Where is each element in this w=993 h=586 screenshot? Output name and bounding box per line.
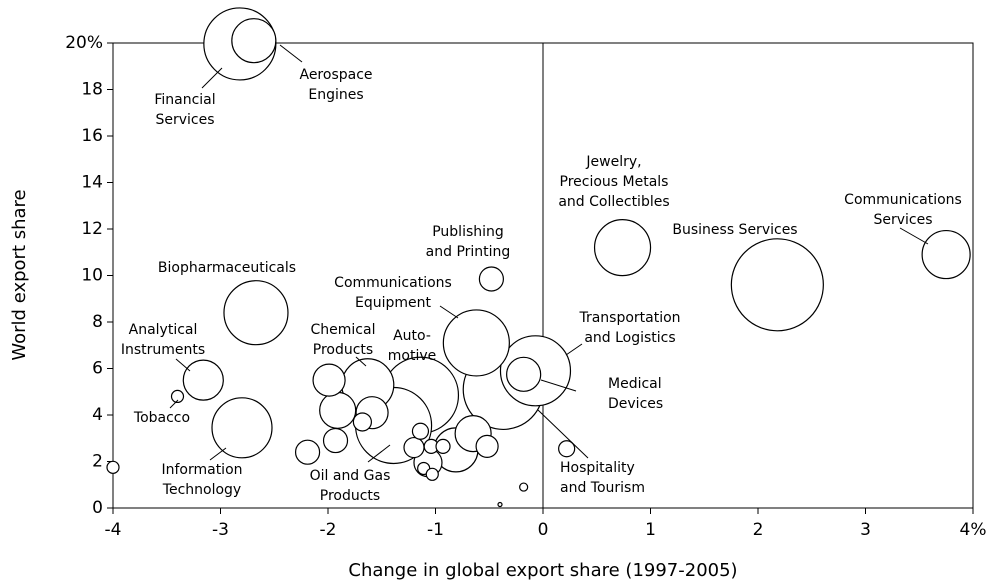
bubble-label: Services [873, 212, 932, 228]
bubble-label: Business Services [672, 222, 797, 238]
y-tick-label: 14 [81, 173, 103, 193]
bubble-label: Equipment [355, 295, 432, 311]
bubble-label: Services [155, 112, 214, 128]
bubble-label: Medical [608, 376, 662, 392]
bubble-label: Information [161, 462, 242, 478]
bubble [506, 356, 542, 392]
x-tick-label: 3 [860, 520, 871, 540]
bubble [322, 427, 349, 454]
bubble-label: Transportation [578, 310, 680, 326]
bubble [435, 438, 451, 454]
bubble-label: Financial [154, 92, 215, 108]
bubble-label: Publishing [432, 224, 504, 240]
bubble-label: Hospitality [560, 460, 635, 476]
bubble-label: Devices [608, 396, 663, 412]
bubble [497, 501, 503, 508]
leader-line [355, 356, 367, 367]
x-tick-label: 0 [538, 520, 549, 540]
bubble-label: Technology [162, 482, 241, 498]
bubble [223, 280, 289, 346]
x-tick-label: 2 [753, 520, 764, 540]
bubble [475, 434, 499, 458]
bubble-label: Chemical [311, 322, 376, 338]
bubble [352, 412, 372, 432]
bubble [519, 482, 529, 492]
bubble-label: and Tourism [560, 480, 645, 496]
bubble [593, 219, 652, 277]
bubble-label: Jewelry, [585, 154, 641, 170]
leader-line [899, 227, 929, 245]
bubble-label: Analytical [129, 322, 198, 338]
x-tick-label: -2 [320, 520, 337, 540]
x-tick-label: -3 [212, 520, 229, 540]
x-axis-title: Change in global export share (1997-2005… [348, 560, 737, 581]
x-tick-label: -4 [105, 520, 122, 540]
bubble-label: Communications [844, 192, 962, 208]
bubble-label: Precious Metals [560, 174, 669, 190]
leader-line [279, 44, 303, 63]
x-tick-label: -1 [427, 520, 444, 540]
bubble-label: Products [320, 488, 380, 504]
bubble-label: Instruments [121, 342, 205, 358]
bubble-label: Auto- [393, 328, 431, 344]
y-tick-label: 6 [92, 359, 103, 379]
bubble [403, 436, 425, 459]
bubble-label: Products [313, 342, 373, 358]
bubble [231, 18, 277, 64]
leader-line [209, 447, 227, 461]
bubble-label: and Logistics [584, 330, 675, 346]
y-tick-label: 2 [92, 452, 103, 472]
bubble-label: Oil and Gas [310, 468, 391, 484]
leader-line [565, 343, 583, 356]
y-tick-label: 8 [92, 312, 103, 332]
bubble-label: Aerospace [299, 67, 372, 83]
y-tick-label: 18 [81, 80, 103, 100]
y-axis-title: World export share [9, 189, 30, 360]
y-tick-label: 4 [92, 405, 103, 425]
bubble [106, 460, 120, 474]
leader-line [439, 305, 459, 319]
bubble [319, 391, 357, 429]
bubble-label: Biopharmaceuticals [158, 260, 296, 276]
leader-line [540, 379, 577, 392]
bubble [921, 229, 971, 280]
x-tick-label: 1 [645, 520, 656, 540]
leader-line [169, 399, 179, 409]
bubble [730, 238, 824, 332]
bubble-label: Engines [308, 87, 363, 103]
bubble [170, 389, 185, 403]
y-tick-label: 10 [81, 266, 103, 286]
bubble [442, 309, 510, 377]
bubble-label: and Printing [426, 244, 511, 260]
bubble [478, 266, 504, 292]
y-tick-label: 20% [65, 33, 103, 53]
y-tick-label: 16 [81, 126, 103, 146]
leader-line [175, 358, 191, 372]
bubble [312, 363, 346, 397]
x-tick-label: 4% [960, 520, 987, 540]
bubble [294, 439, 321, 465]
leader-line [537, 409, 589, 459]
y-tick-label: 12 [81, 219, 103, 239]
leader-line [201, 67, 223, 89]
bubble-label: Tobacco [133, 410, 190, 426]
y-tick-label: 0 [92, 498, 103, 518]
bubble-label: motive [388, 348, 436, 364]
leader-line [367, 444, 391, 463]
bubble-label: Communications [334, 275, 452, 291]
bubble [425, 467, 439, 481]
bubble [558, 440, 576, 458]
bubble-label: and Collectibles [558, 194, 669, 210]
bubble [182, 359, 224, 401]
bubble [211, 397, 273, 459]
bubble [411, 422, 430, 440]
